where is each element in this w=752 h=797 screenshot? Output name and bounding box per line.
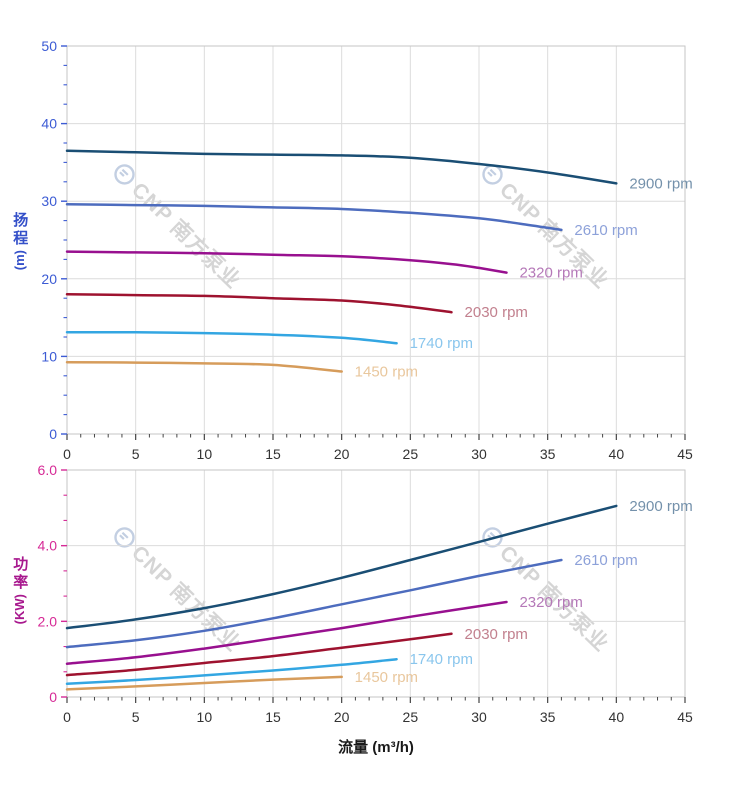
series-curve-2610-rpm (65, 558, 563, 649)
series-curve-2320-rpm (65, 600, 508, 665)
x-tick-label: 45 (677, 446, 693, 462)
x-tick-label: 20 (334, 709, 350, 725)
series-curve-1450-rpm (65, 675, 343, 691)
x-tick-label: 45 (677, 709, 693, 725)
head-axis-title: 扬程 (11, 212, 29, 248)
series-label-2900-rpm: 2900 rpm (629, 498, 692, 515)
flow-axis-title: 流量 (m³/h) (338, 739, 414, 756)
y-tick-label: 50 (41, 38, 57, 54)
x-tick-label: 20 (334, 446, 350, 462)
series-label-1450-rpm: 1450 rpm (355, 669, 418, 686)
x-tick-label: 25 (403, 446, 419, 462)
cnp-circle-logo-icon (114, 527, 135, 548)
x-tick-label: 35 (540, 709, 556, 725)
series-label-1740-rpm: 1740 rpm (410, 651, 473, 668)
series-curve-1740-rpm (65, 331, 398, 345)
plot-border (66, 469, 686, 698)
series-curve-2900-rpm (65, 504, 618, 630)
series-curve-2610-rpm (65, 203, 563, 232)
series-curve-2030-rpm (65, 293, 453, 314)
y-tick-label: 0 (49, 689, 57, 705)
y-tick-label: 2.0 (38, 613, 58, 629)
series-label-1450-rpm: 1450 rpm (355, 364, 418, 381)
y-tick-label: 10 (41, 348, 57, 364)
y-tick-label: 0 (49, 426, 57, 442)
head-axis-unit: (m) (11, 250, 27, 271)
series-label-2320-rpm: 2320 rpm (519, 594, 582, 611)
series-label-2030-rpm: 2030 rpm (465, 626, 528, 643)
cnp-circle-logo-icon (482, 164, 503, 185)
x-tick-label: 0 (63, 709, 71, 725)
x-tick-label: 25 (403, 709, 419, 725)
y-tick-label: 6.0 (38, 462, 58, 478)
x-tick-label: 30 (471, 446, 487, 462)
series-label-2610-rpm: 2610 rpm (574, 222, 637, 239)
x-tick-label: 5 (132, 709, 140, 725)
power-axis-title: 功率 (11, 556, 29, 592)
x-tick-label: 30 (471, 709, 487, 725)
y-tick-label: 40 (41, 116, 57, 132)
watermark: CNP 南方泵业 (106, 519, 248, 658)
series-curve-1450-rpm (65, 360, 343, 373)
x-tick-label: 40 (609, 709, 625, 725)
series-label-2030-rpm: 2030 rpm (465, 304, 528, 321)
series-label-2610-rpm: 2610 rpm (574, 552, 637, 569)
cnp-circle-logo-icon (114, 164, 135, 185)
x-tick-label: 35 (540, 446, 556, 462)
head-axis-title-group: 扬程 (m) (8, 212, 30, 270)
series-label-1740-rpm: 1740 rpm (410, 335, 473, 352)
x-tick-label: 40 (609, 446, 625, 462)
power-axis-title-group: 功率 (KW) (8, 556, 30, 624)
series-curve-1740-rpm (65, 657, 398, 686)
series-curve-2030-rpm (65, 632, 453, 677)
x-tick-label: 10 (197, 446, 213, 462)
power-axis-unit: (KW) (11, 594, 27, 625)
series-curve-2320-rpm (65, 250, 508, 274)
watermark: CNP 南方泵业 (474, 156, 616, 295)
x-tick-label: 10 (197, 709, 213, 725)
series-label-2320-rpm: 2320 rpm (519, 265, 582, 282)
y-tick-label: 20 (41, 271, 57, 287)
x-tick-label: 5 (132, 446, 140, 462)
y-tick-label: 30 (41, 193, 57, 209)
x-tick-label: 0 (63, 446, 71, 462)
y-tick-label: 4.0 (38, 538, 58, 554)
watermark: CNP 南方泵业 (106, 156, 248, 295)
series-label-2900-rpm: 2900 rpm (629, 175, 692, 192)
x-tick-label: 15 (265, 709, 281, 725)
series-curve-2900-rpm (65, 149, 618, 185)
x-tick-label: 15 (265, 446, 281, 462)
